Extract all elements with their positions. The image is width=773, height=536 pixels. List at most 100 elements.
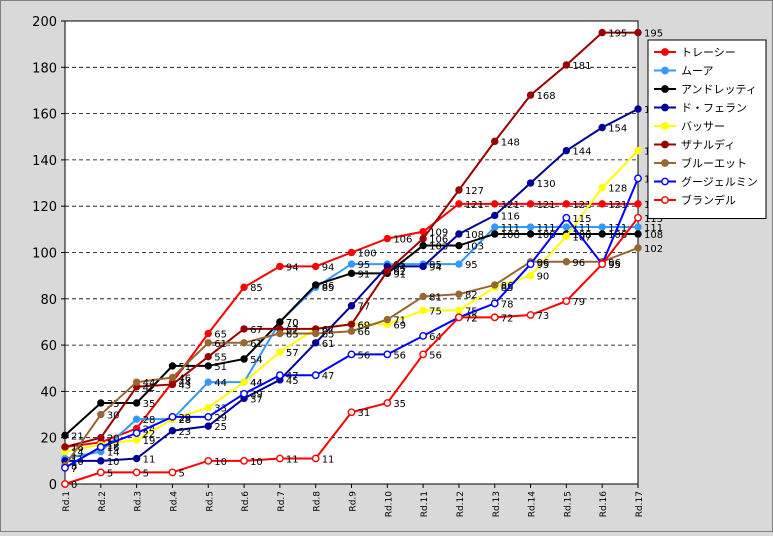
data-label: 91 xyxy=(358,269,371,280)
data-point xyxy=(240,456,248,465)
data-point xyxy=(419,262,427,271)
data-label: 181 xyxy=(572,61,591,72)
data-point xyxy=(347,350,356,359)
data-point xyxy=(419,241,427,250)
data-point xyxy=(168,427,177,435)
data-point xyxy=(598,223,606,231)
data-point xyxy=(347,260,356,268)
data-point xyxy=(383,350,392,359)
legend-item: ブランデル xyxy=(654,193,736,207)
data-label: 28 xyxy=(178,415,191,426)
legend-label: トレーシー xyxy=(681,46,736,59)
data-label: 44 xyxy=(214,378,227,389)
data-label: 128 xyxy=(608,184,627,195)
data-point xyxy=(634,200,642,208)
data-label: 16 xyxy=(107,443,120,454)
data-label: 31 xyxy=(358,408,371,419)
data-label: 72 xyxy=(465,313,478,324)
data-label: 11 xyxy=(286,455,299,466)
legend-marker xyxy=(661,159,669,167)
x-tick-label: Rd.10 xyxy=(384,491,394,518)
data-point xyxy=(276,348,284,356)
data-point xyxy=(311,262,320,271)
data-label: 47 xyxy=(286,371,299,382)
y-tick-label: 60 xyxy=(40,339,57,354)
data-point xyxy=(455,230,463,238)
data-point xyxy=(490,313,499,322)
data-label: 28 xyxy=(143,415,156,426)
legend-label: アンドレッティ xyxy=(681,83,757,96)
data-label: 115 xyxy=(644,214,663,225)
data-point xyxy=(240,325,248,333)
data-point xyxy=(526,230,535,238)
data-label: 57 xyxy=(286,348,299,359)
data-point xyxy=(240,355,248,363)
data-label: 42 xyxy=(143,383,156,394)
data-label: 39 xyxy=(250,390,263,401)
y-tick-label: 180 xyxy=(32,61,57,76)
data-label: 121 xyxy=(608,200,627,211)
data-label: 95 xyxy=(358,260,371,271)
data-point xyxy=(61,431,69,440)
data-point xyxy=(97,399,105,407)
data-label: 95 xyxy=(537,260,550,271)
data-point xyxy=(96,443,105,451)
data-label: 14 xyxy=(107,448,120,459)
y-tick-label: 200 xyxy=(32,15,57,30)
legend-label: ザナルディ xyxy=(681,138,735,152)
x-tick-label: Rd.9 xyxy=(349,491,359,512)
data-point xyxy=(526,179,535,187)
data-label: 56 xyxy=(393,350,406,361)
data-point xyxy=(491,137,499,146)
x-tick-label: Rd.16 xyxy=(599,491,609,518)
data-point xyxy=(61,480,69,488)
data-point xyxy=(383,315,392,324)
data-point xyxy=(168,373,177,382)
data-label: 121 xyxy=(501,200,520,211)
data-label: 95 xyxy=(465,260,478,271)
data-label: 56 xyxy=(429,350,442,361)
data-label: 10 xyxy=(214,457,227,468)
data-label: 85 xyxy=(322,283,335,294)
data-label: 103 xyxy=(429,242,448,253)
legend-marker xyxy=(661,122,669,130)
data-label: 94 xyxy=(393,262,406,273)
data-point xyxy=(383,399,392,407)
data-label: 108 xyxy=(465,230,484,241)
data-label: 65 xyxy=(214,330,227,341)
data-point xyxy=(168,380,177,389)
data-point xyxy=(132,378,141,386)
data-label: 121 xyxy=(572,200,591,211)
y-tick-label: 160 xyxy=(32,108,57,123)
data-label: 56 xyxy=(358,350,371,361)
data-point xyxy=(132,454,141,463)
data-label: 102 xyxy=(644,244,663,255)
data-label: 47 xyxy=(322,371,335,382)
data-label: 66 xyxy=(358,327,371,338)
data-point xyxy=(204,403,212,412)
data-point xyxy=(634,105,642,113)
data-label: 195 xyxy=(608,29,627,40)
data-label: 75 xyxy=(429,306,442,317)
data-point xyxy=(634,28,642,37)
data-label: 95 xyxy=(429,260,442,271)
data-label: 61 xyxy=(214,339,227,350)
data-label: 10 xyxy=(71,457,84,468)
data-point xyxy=(240,389,248,398)
data-point xyxy=(311,339,320,347)
data-label: 54 xyxy=(250,355,263,366)
data-label: 92 xyxy=(393,267,406,278)
legend-marker xyxy=(661,103,669,112)
data-label: 154 xyxy=(608,123,627,134)
data-label: 25 xyxy=(214,422,227,433)
data-label: 108 xyxy=(608,230,627,241)
legend-marker xyxy=(661,48,669,56)
y-tick-label: 120 xyxy=(32,200,57,215)
data-label: 78 xyxy=(501,299,514,310)
data-label: 65 xyxy=(286,330,299,341)
y-tick-label: 80 xyxy=(40,293,57,308)
data-label: 116 xyxy=(501,211,520,222)
data-point xyxy=(276,262,284,271)
